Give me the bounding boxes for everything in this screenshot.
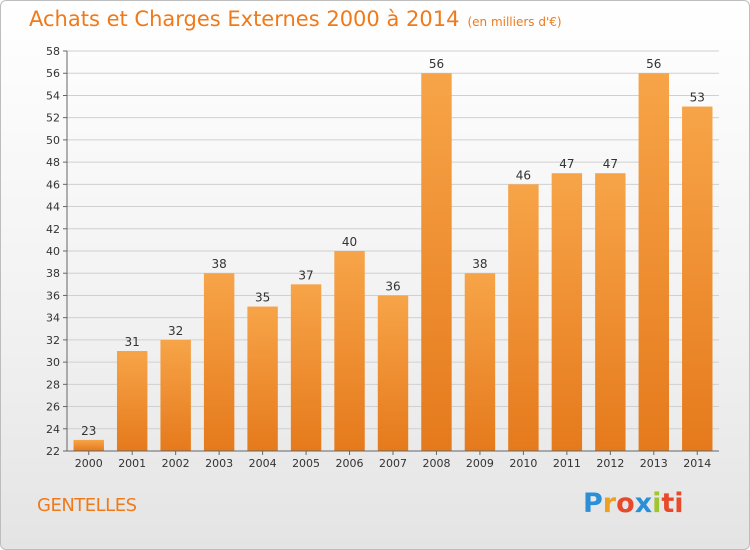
y-tick-label: 40 (46, 245, 60, 258)
y-tick-label: 36 (46, 289, 60, 302)
y-tick-label: 22 (46, 445, 60, 458)
bar-value-label: 37 (298, 268, 313, 282)
bar (160, 339, 191, 451)
bar (638, 73, 670, 451)
x-tick-label: 2012 (596, 457, 624, 470)
chart-title: Achats et Charges Externes 2000 à 2014 (e… (29, 7, 562, 31)
x-tick-label: 2000 (75, 457, 103, 470)
bar (377, 295, 409, 451)
bar (290, 284, 322, 451)
y-tick-label: 30 (46, 356, 60, 369)
bar (421, 73, 452, 451)
x-tick-label: 2013 (640, 457, 668, 470)
y-tick-label: 52 (46, 112, 60, 125)
bar (551, 173, 583, 451)
bar (203, 273, 235, 451)
bar-value-label: 40 (342, 235, 357, 249)
y-tick-label: 24 (46, 423, 60, 436)
bar-value-label: 46 (516, 168, 531, 182)
bar-value-label: 36 (385, 279, 400, 293)
x-tick-label: 2009 (466, 457, 494, 470)
x-tick-label: 2014 (683, 457, 711, 470)
bar (595, 173, 626, 451)
logo-letter: r (602, 488, 617, 519)
bar (682, 106, 713, 452)
x-tick-label: 2008 (422, 457, 450, 470)
y-tick-label: 42 (46, 223, 60, 236)
x-tick-label: 2005 (292, 457, 320, 470)
x-tick-label: 2010 (509, 457, 537, 470)
logo-letter: ti (661, 488, 684, 519)
y-tick-label: 56 (46, 67, 60, 80)
bars: 23 31 32 38 35 37 40 36 56 38 46 47 47 56 53 (73, 57, 713, 452)
y-tick-label: 48 (46, 156, 60, 169)
bar (73, 439, 104, 451)
axes: 22 24 26 28 30 32 34 36 38 40 42 44 46 48 50 52 54 56 58 20… (46, 45, 719, 470)
x-tick-label: 2003 (205, 457, 233, 470)
x-tick-label: 2011 (553, 457, 581, 470)
commune-name: GENTELLES (37, 495, 137, 516)
bar-value-label: 35 (255, 291, 270, 305)
y-tick-label: 32 (46, 334, 60, 347)
x-tick-label: 2002 (162, 457, 190, 470)
bar-value-label: 56 (429, 57, 444, 71)
x-tick-label: 2007 (379, 457, 407, 470)
bar-value-label: 53 (690, 91, 705, 105)
bar-value-label: 32 (168, 324, 183, 338)
bar (508, 184, 539, 452)
x-tick-label: 2006 (336, 457, 364, 470)
x-tick-label: 2004 (249, 457, 277, 470)
y-tick-label: 50 (46, 134, 60, 147)
bar-value-label: 23 (81, 424, 96, 438)
bar (247, 306, 278, 451)
bar (116, 351, 148, 451)
y-tick-label: 54 (46, 89, 60, 102)
y-tick-label: 26 (46, 401, 60, 414)
bar-value-label: 38 (211, 257, 226, 271)
logo-letter: x (634, 488, 653, 519)
bar-value-label: 38 (472, 257, 487, 271)
y-tick-label: 34 (46, 312, 60, 325)
chart-subtitle: (en milliers d'€) (467, 15, 562, 29)
logo-letter: o (616, 488, 635, 519)
bar (334, 251, 365, 451)
chart-title-text: Achats et Charges Externes 2000 à 2014 (29, 7, 460, 31)
logo-letter: P (583, 488, 603, 519)
bar-value-label: 47 (559, 157, 574, 171)
logo-letter: i (652, 488, 662, 519)
bar (464, 273, 496, 451)
y-tick-label: 38 (46, 267, 60, 280)
y-tick-label: 44 (46, 201, 60, 214)
bar-value-label: 56 (646, 57, 661, 71)
y-tick-label: 28 (46, 378, 60, 391)
y-tick-label: 58 (46, 45, 60, 58)
bar-value-label: 47 (603, 157, 618, 171)
x-tick-label: 2001 (118, 457, 146, 470)
proxiti-logo: Proxiti (583, 488, 684, 519)
y-tick-label: 46 (46, 178, 60, 191)
bar-value-label: 31 (125, 335, 140, 349)
